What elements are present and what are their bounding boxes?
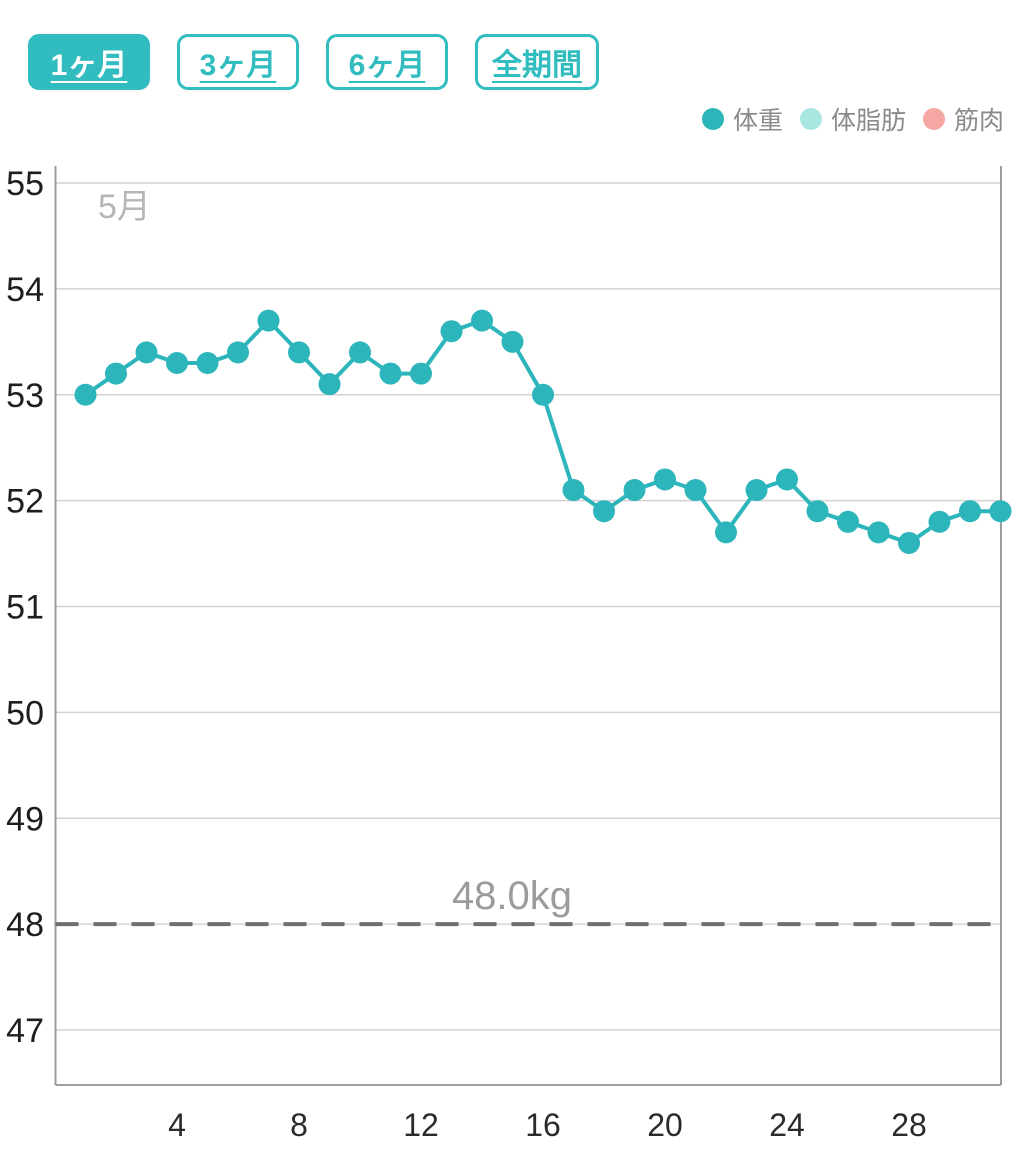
data-point-day-29[interactable] [928,510,951,533]
x-tick-label: 8 [290,1107,308,1143]
data-point-day-27[interactable] [867,521,890,544]
chart-legend: 体重 体脂肪 筋肉 [701,101,1004,137]
x-tick-label: 4 [168,1107,186,1143]
tab-6-months[interactable]: 6ヶ月 [326,34,448,90]
y-tick-label: 53 [6,377,44,415]
data-point-day-20[interactable] [654,468,676,491]
data-point-day-5[interactable] [196,351,219,374]
data-point-day-16[interactable] [532,383,554,406]
weight-series-dot-icon [701,108,724,130]
weight-series-line [84,317,1001,546]
y-tick-label: 48 [6,906,44,944]
x-tick-label: 28 [891,1107,927,1143]
data-point-day-17[interactable] [562,479,585,502]
data-point-day-7[interactable] [257,309,280,332]
period-tabs: 1ヶ月 3ヶ月 6ヶ月 全期間 [28,34,599,90]
data-point-day-8[interactable] [288,341,310,364]
data-point-day-21[interactable] [684,479,707,502]
data-point-day-12[interactable] [410,362,432,385]
legend-label-body-fat: 体脂肪 [830,107,906,135]
y-tick-label: 47 [6,1012,44,1050]
legend-item-body-fat[interactable]: 体脂肪 [799,101,906,137]
month-label: 5月 [98,188,151,226]
data-point-day-11[interactable] [379,362,402,385]
data-point-day-22[interactable] [715,521,737,544]
y-tick-label: 52 [6,483,44,521]
legend-item-weight[interactable]: 体重 [701,101,783,137]
data-point-day-23[interactable] [745,479,768,502]
tab-all-time[interactable]: 全期間 [475,34,599,90]
tab-1-month[interactable]: 1ヶ月 [28,34,150,90]
data-point-day-31[interactable] [989,500,1012,523]
data-point-day-26[interactable] [837,510,859,533]
y-tick-label: 55 [6,165,44,203]
goal-weight-label: 48.0kg [452,874,572,918]
x-tick-label: 20 [647,1107,683,1143]
x-tick-label: 12 [403,1107,439,1143]
data-point-day-18[interactable] [593,500,615,523]
data-point-day-14[interactable] [471,309,493,332]
data-point-day-4[interactable] [166,351,188,374]
data-point-day-15[interactable] [501,330,524,353]
data-point-day-10[interactable] [349,341,371,364]
data-point-day-3[interactable] [135,341,158,364]
y-tick-label: 51 [6,589,44,627]
muscle-series-dot-icon [922,108,945,130]
data-point-day-25[interactable] [806,500,829,523]
y-tick-label: 49 [6,800,44,838]
legend-item-muscle[interactable]: 筋肉 [922,101,1004,137]
data-point-day-9[interactable] [318,373,341,396]
data-point-day-6[interactable] [227,341,249,364]
data-point-day-2[interactable] [105,362,127,385]
x-tick-label: 16 [525,1107,561,1143]
data-point-day-28[interactable] [898,531,920,554]
data-point-day-30[interactable] [959,500,981,523]
data-point-day-13[interactable] [440,320,463,343]
y-tick-label: 54 [6,271,44,309]
data-point-day-24[interactable] [776,468,798,491]
data-point-day-1[interactable] [74,383,97,406]
legend-label-muscle: 筋肉 [953,107,1004,135]
y-tick-label: 50 [6,694,44,732]
body-fat-series-dot-icon [799,108,822,130]
legend-label-weight: 体重 [732,107,783,135]
data-point-day-19[interactable] [623,479,646,502]
tab-3-months[interactable]: 3ヶ月 [177,34,299,90]
x-tick-label: 24 [769,1107,805,1143]
